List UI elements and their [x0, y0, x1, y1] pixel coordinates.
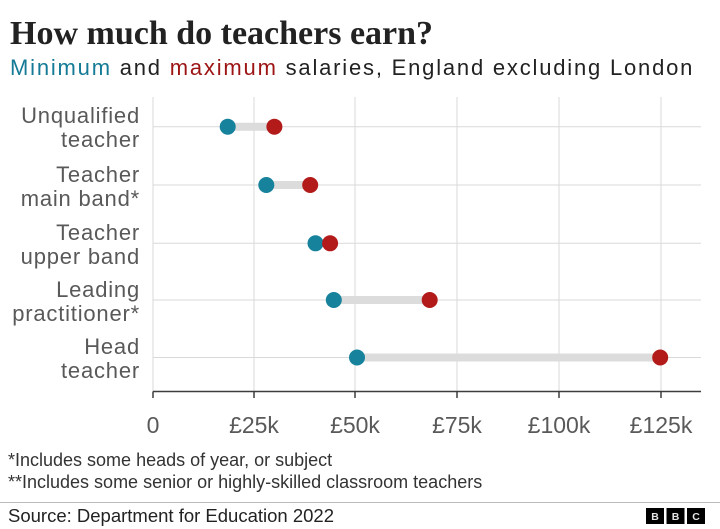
svg-text:C: C [692, 511, 700, 523]
svg-text:B: B [651, 511, 659, 523]
svg-text:B: B [672, 511, 680, 523]
